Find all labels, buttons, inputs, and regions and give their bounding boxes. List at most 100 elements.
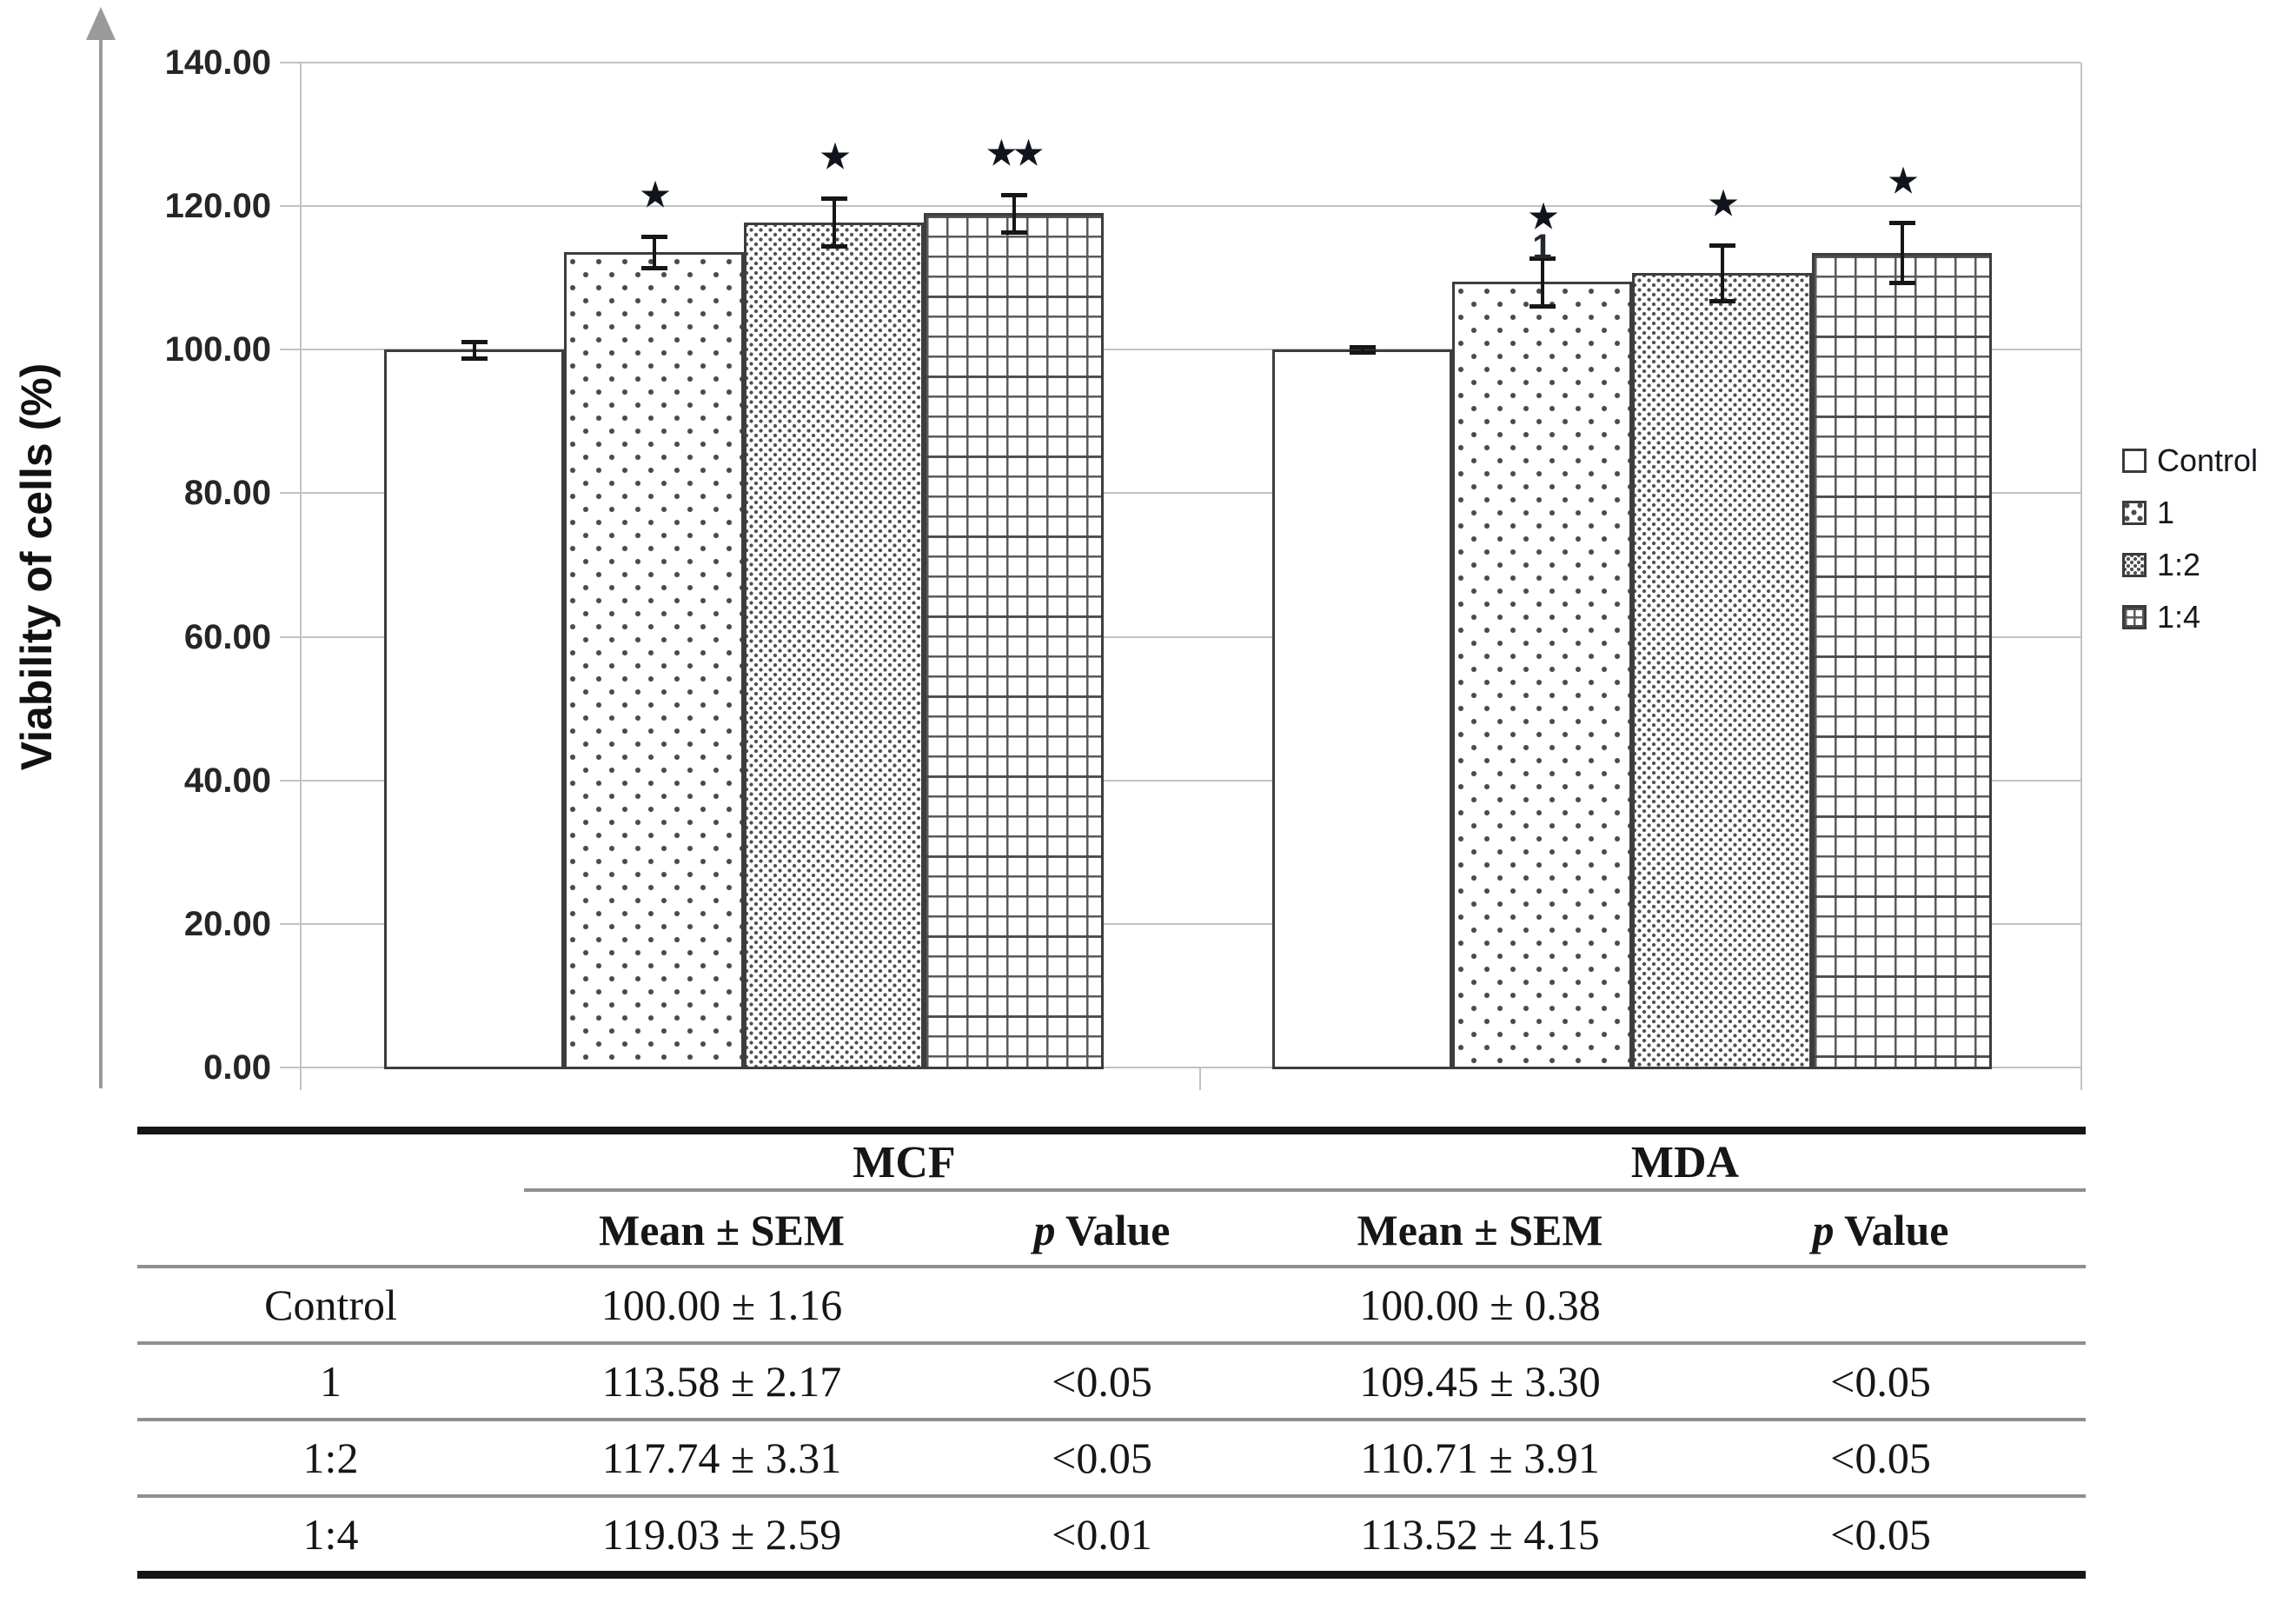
- error-bar: [1720, 244, 1724, 302]
- table-group-header-mda: MDA: [1284, 1134, 2086, 1192]
- table-cell: <0.05: [1052, 1357, 1152, 1406]
- plot-area: 0.00 20.00 40.00 60.00 80.00 100.00 120.00 140.…: [164, 43, 2082, 1090]
- error-bar: [1012, 194, 1016, 232]
- legend-swatch-dots-light-icon: [2122, 501, 2147, 525]
- table-cell: <0.05: [1830, 1357, 1931, 1406]
- table-cell: 100.00 ± 0.38: [1359, 1280, 1601, 1329]
- x-axis-tick: [300, 1068, 302, 1090]
- table-header-mean-sem: Mean ± SEM: [599, 1206, 845, 1254]
- bar-mda-2: [1632, 272, 1812, 1069]
- legend-item: 1: [2122, 487, 2258, 539]
- table-row-label: 1:4: [302, 1510, 359, 1559]
- x-axis-tick: [2080, 1068, 2082, 1090]
- error-bar-cap: [1529, 256, 1556, 261]
- error-bar-cap: [640, 266, 667, 271]
- legend-swatch-plain-icon: [2122, 449, 2147, 473]
- table-cell: <0.05: [1830, 1433, 1931, 1482]
- gridline: [280, 492, 2080, 495]
- legend-swatch-dots-dense-icon: [2122, 553, 2147, 577]
- table-row: Control 100.00 ± 1.16 100.00 ± 0.38: [137, 1268, 2086, 1345]
- table-row: 1 113.58 ± 2.17 <0.05 109.45 ± 3.30 <0.05: [137, 1345, 2086, 1421]
- y-tick-label: 140.00: [164, 43, 271, 82]
- error-bar: [1540, 258, 1544, 306]
- table-cell: 100.00 ± 1.16: [601, 1280, 843, 1329]
- table-header-p-value: p Value: [1676, 1192, 2086, 1265]
- error-bar: [832, 198, 836, 247]
- y-tick-label: 80.00: [183, 474, 271, 513]
- legend-label: 1:2: [2157, 547, 2201, 582]
- significance-star: ★: [1888, 163, 1918, 201]
- error-bar-cap: [1349, 350, 1376, 356]
- significance-star: ★: [640, 177, 670, 215]
- y-tick-label: 20.00: [183, 904, 271, 943]
- table-header-p-value: p Value: [919, 1192, 1284, 1265]
- table-cell: <0.01: [1052, 1510, 1152, 1559]
- plot-left-border: [300, 63, 302, 1068]
- bar-mcf-2: [744, 222, 924, 1069]
- bar-mda-1: [1452, 282, 1632, 1069]
- gridline: [280, 779, 2080, 782]
- table-corner-cell: [137, 1134, 524, 1188]
- table-cell: [919, 1268, 1284, 1341]
- y-tick-label: 60.00: [183, 617, 271, 656]
- table-row-label: 1: [320, 1357, 342, 1406]
- error-bar-cap: [1888, 280, 1915, 285]
- table-row: 1:4 119.03 ± 2.59 <0.01 113.52 ± 4.15 <0.05: [137, 1498, 2086, 1579]
- gridline: [280, 922, 2080, 925]
- table-cell: <0.05: [1052, 1433, 1152, 1482]
- error-bar-cap: [1000, 192, 1027, 197]
- error-bar: [1900, 223, 1904, 283]
- table-cell: 113.58 ± 2.17: [601, 1357, 842, 1406]
- legend-item: Control: [2122, 435, 2258, 487]
- table-cell: [1676, 1268, 2086, 1341]
- table-group-header-mcf: MCF: [524, 1134, 1284, 1192]
- error-bar-cap: [1709, 299, 1735, 304]
- gridline: [280, 205, 2080, 208]
- legend-item: 1:2: [2122, 539, 2258, 591]
- legend-label: 1: [2157, 495, 2175, 530]
- table-cell: 109.45 ± 3.30: [1359, 1357, 1601, 1406]
- error-bar-cap: [1888, 221, 1915, 226]
- p-value-rest: Value: [1055, 1206, 1171, 1254]
- legend-label: Control: [2157, 442, 2259, 478]
- p-value-italic-p: p: [1033, 1206, 1056, 1254]
- bar-mda-3: [1812, 252, 1992, 1069]
- bar-mcf-1: [564, 252, 744, 1069]
- bar-mda-0: [1272, 349, 1452, 1069]
- significance-star: ★: [820, 139, 850, 176]
- y-tick-label: 40.00: [183, 761, 271, 800]
- error-bar-cap: [1349, 345, 1376, 350]
- chart-legend: Control 1 1:2 1:4: [2122, 435, 2258, 643]
- error-bar-cap: [640, 235, 667, 240]
- p-value-rest: Value: [1834, 1206, 1949, 1254]
- x-axis-tick: [1199, 1068, 1201, 1090]
- significance-star: ★: [1528, 199, 1558, 236]
- bar-chart-figure: Viability of cells (%) 0.00 20.00 40.00 60.…: [12, 7, 2258, 1090]
- legend-label: 1:4: [2157, 599, 2201, 635]
- gridline: [280, 635, 2080, 638]
- statistics-table: MCF MDA Mean ± SEM p Value Mean ± SEM p Value…: [137, 1127, 2086, 1579]
- legend-swatch-grid-icon: [2122, 605, 2147, 629]
- y-tick-label: 120.00: [164, 187, 271, 226]
- significance-star: ★: [1708, 185, 1738, 223]
- y-tick-label: 0.00: [203, 1048, 271, 1087]
- legend-item: 1:4: [2122, 591, 2258, 643]
- error-bar: [652, 236, 656, 269]
- table-header-mean-sem: Mean ± SEM: [1357, 1206, 1603, 1254]
- bar-extra-label: 1: [1532, 228, 1552, 266]
- gridline: [280, 349, 2080, 351]
- bar-mcf-0: [384, 349, 564, 1069]
- table-cell: 113.52 ± 4.15: [1360, 1510, 1600, 1559]
- y-axis-arrow-head-icon: [86, 7, 116, 40]
- error-bar-cap: [1529, 303, 1556, 309]
- error-bar-cap: [1709, 243, 1735, 248]
- gridline: [280, 62, 2080, 63]
- table-sub-header-row: Mean ± SEM p Value Mean ± SEM p Value: [137, 1192, 2086, 1268]
- table-cell: 117.74 ± 3.31: [601, 1433, 842, 1482]
- error-bar-cap: [820, 196, 847, 202]
- p-value-italic-p: p: [1812, 1206, 1835, 1254]
- bar-mcf-3: [924, 213, 1104, 1069]
- table-row: 1:2 117.74 ± 3.31 <0.05 110.71 ± 3.91 <0.05: [137, 1421, 2086, 1498]
- table-cell: 119.03 ± 2.59: [601, 1510, 842, 1559]
